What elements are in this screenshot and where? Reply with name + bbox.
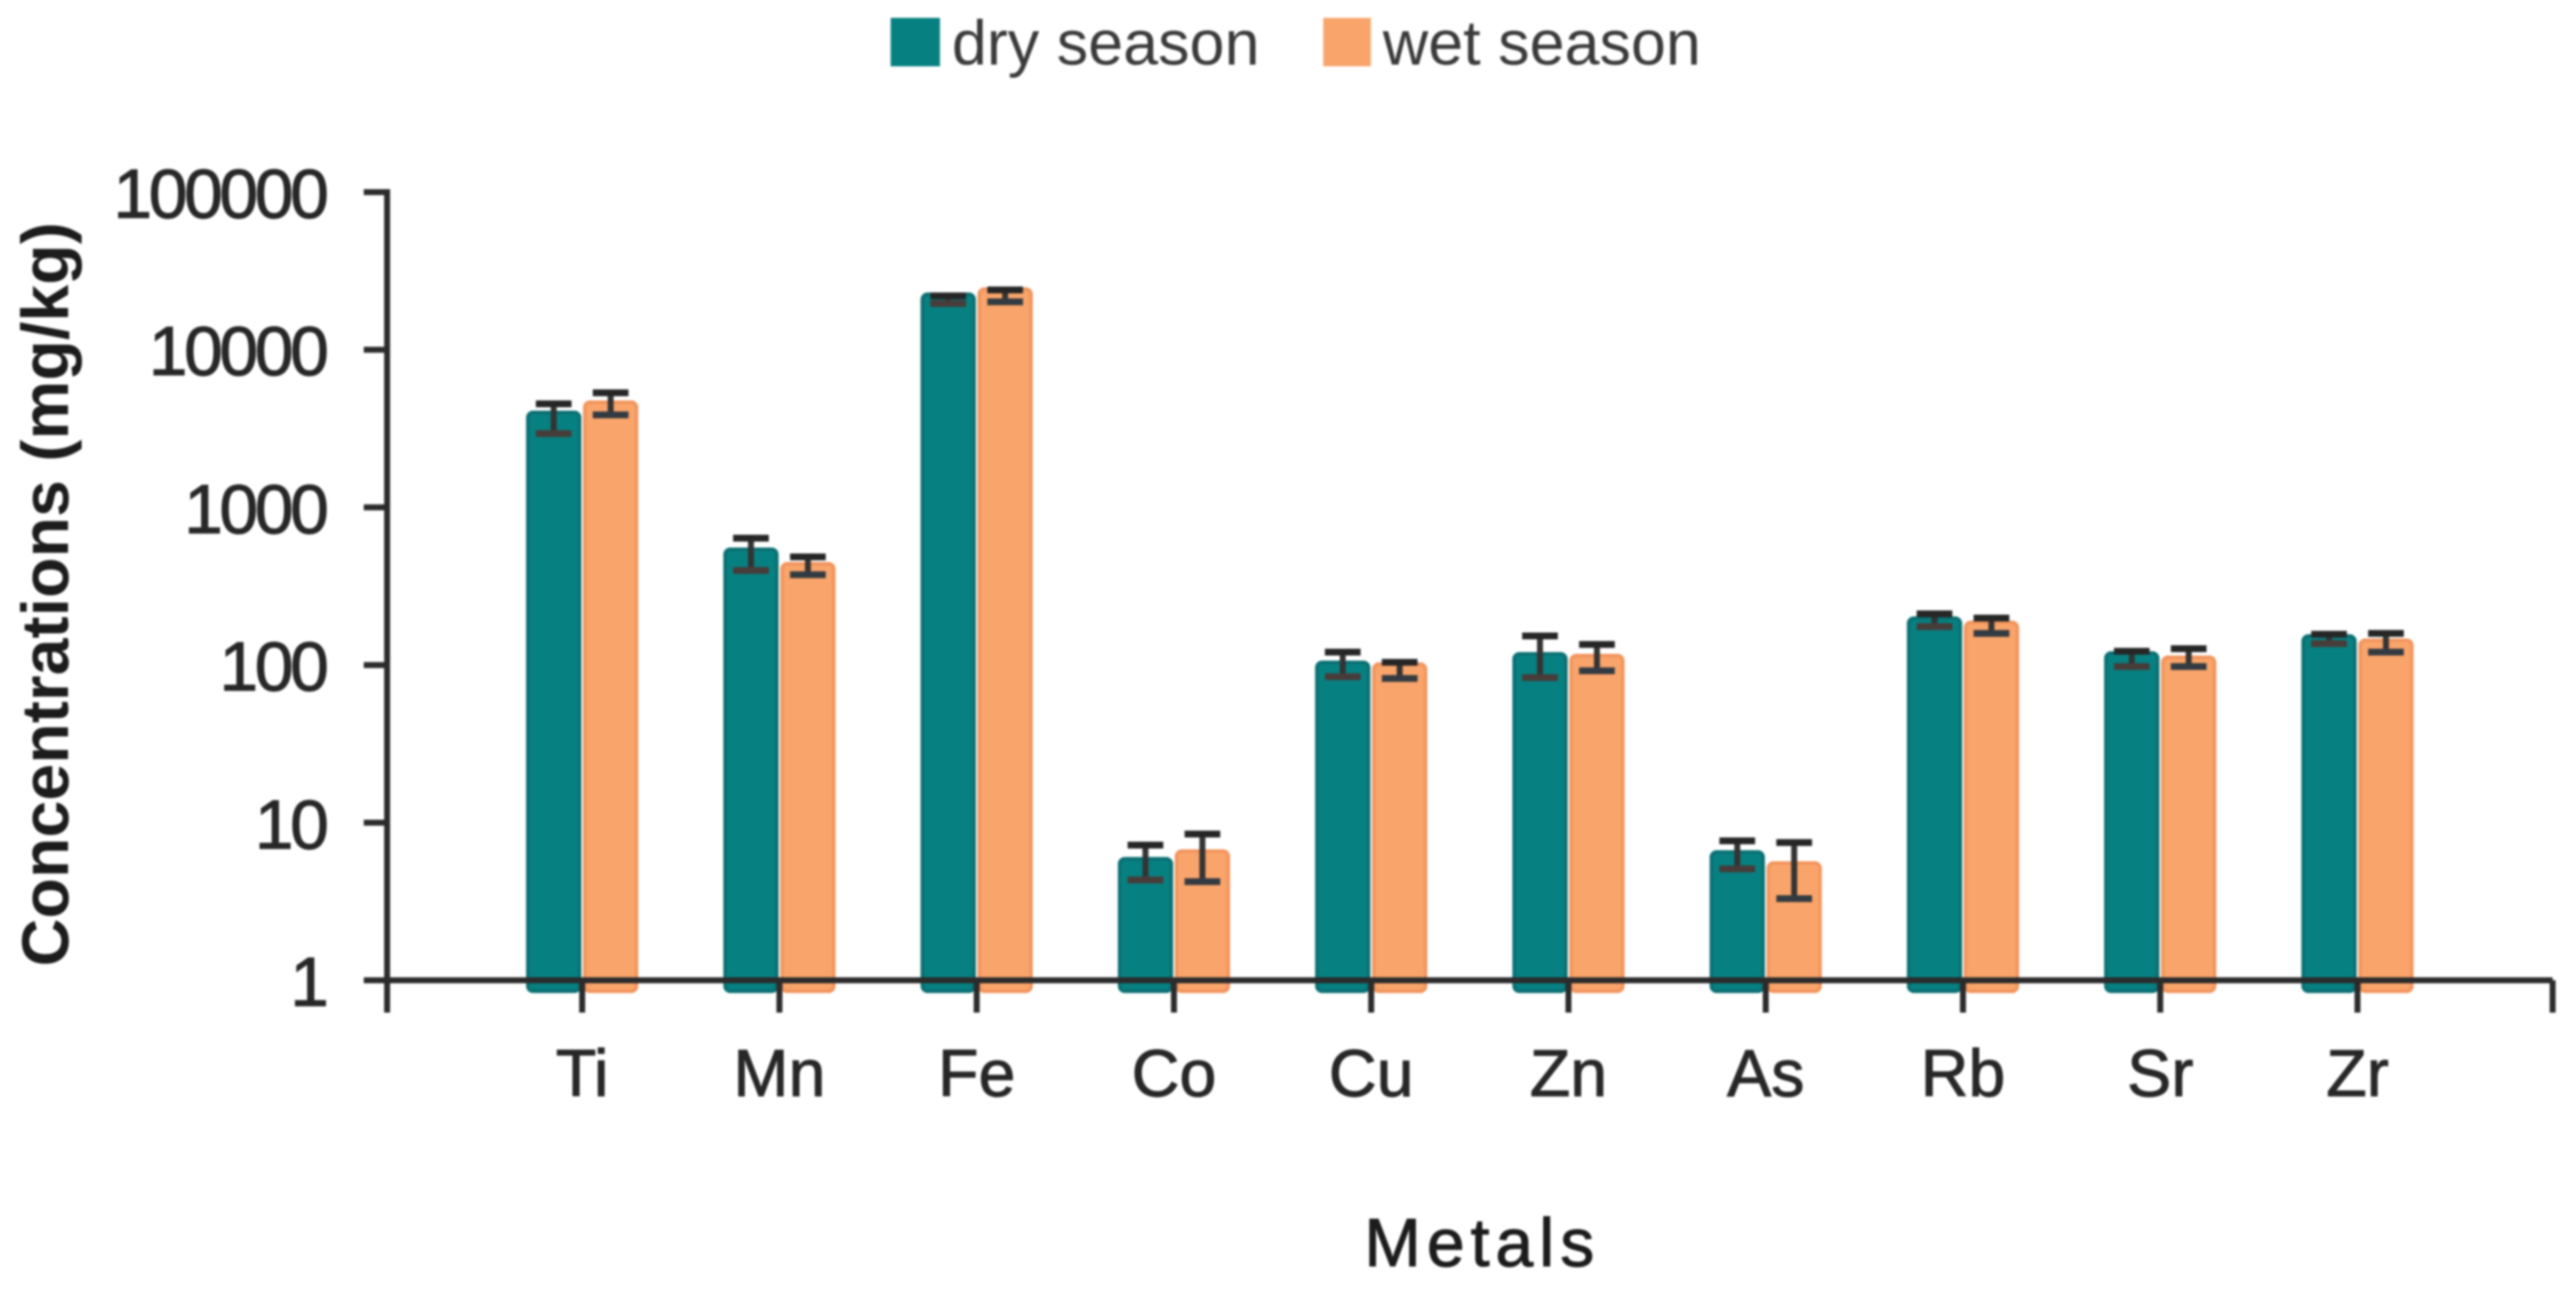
svg-text:Zn: Zn <box>1530 1036 1607 1110</box>
svg-text:Metals: Metals <box>1364 1205 1600 1280</box>
svg-text:Cu: Cu <box>1329 1036 1414 1110</box>
svg-text:100000: 100000 <box>113 156 326 233</box>
svg-text:As: As <box>1727 1036 1804 1110</box>
svg-text:Concentrations (mg/kg): Concentrations (mg/kg) <box>8 222 82 966</box>
svg-text:1000: 1000 <box>184 471 327 548</box>
svg-text:dry season: dry season <box>952 8 1260 78</box>
svg-text:Co: Co <box>1131 1036 1216 1110</box>
svg-text:Ti: Ti <box>556 1036 609 1110</box>
svg-text:1: 1 <box>290 944 326 1021</box>
svg-text:wet season: wet season <box>1382 8 1701 78</box>
svg-text:10000: 10000 <box>149 313 326 390</box>
svg-text:Sr: Sr <box>2127 1036 2194 1110</box>
svg-text:10: 10 <box>255 786 327 864</box>
svg-text:Zr: Zr <box>2326 1036 2389 1110</box>
svg-text:Rb: Rb <box>1921 1036 2006 1110</box>
svg-text:Fe: Fe <box>938 1036 1016 1110</box>
svg-text:100: 100 <box>219 628 326 706</box>
svg-text:Mn: Mn <box>733 1036 825 1110</box>
